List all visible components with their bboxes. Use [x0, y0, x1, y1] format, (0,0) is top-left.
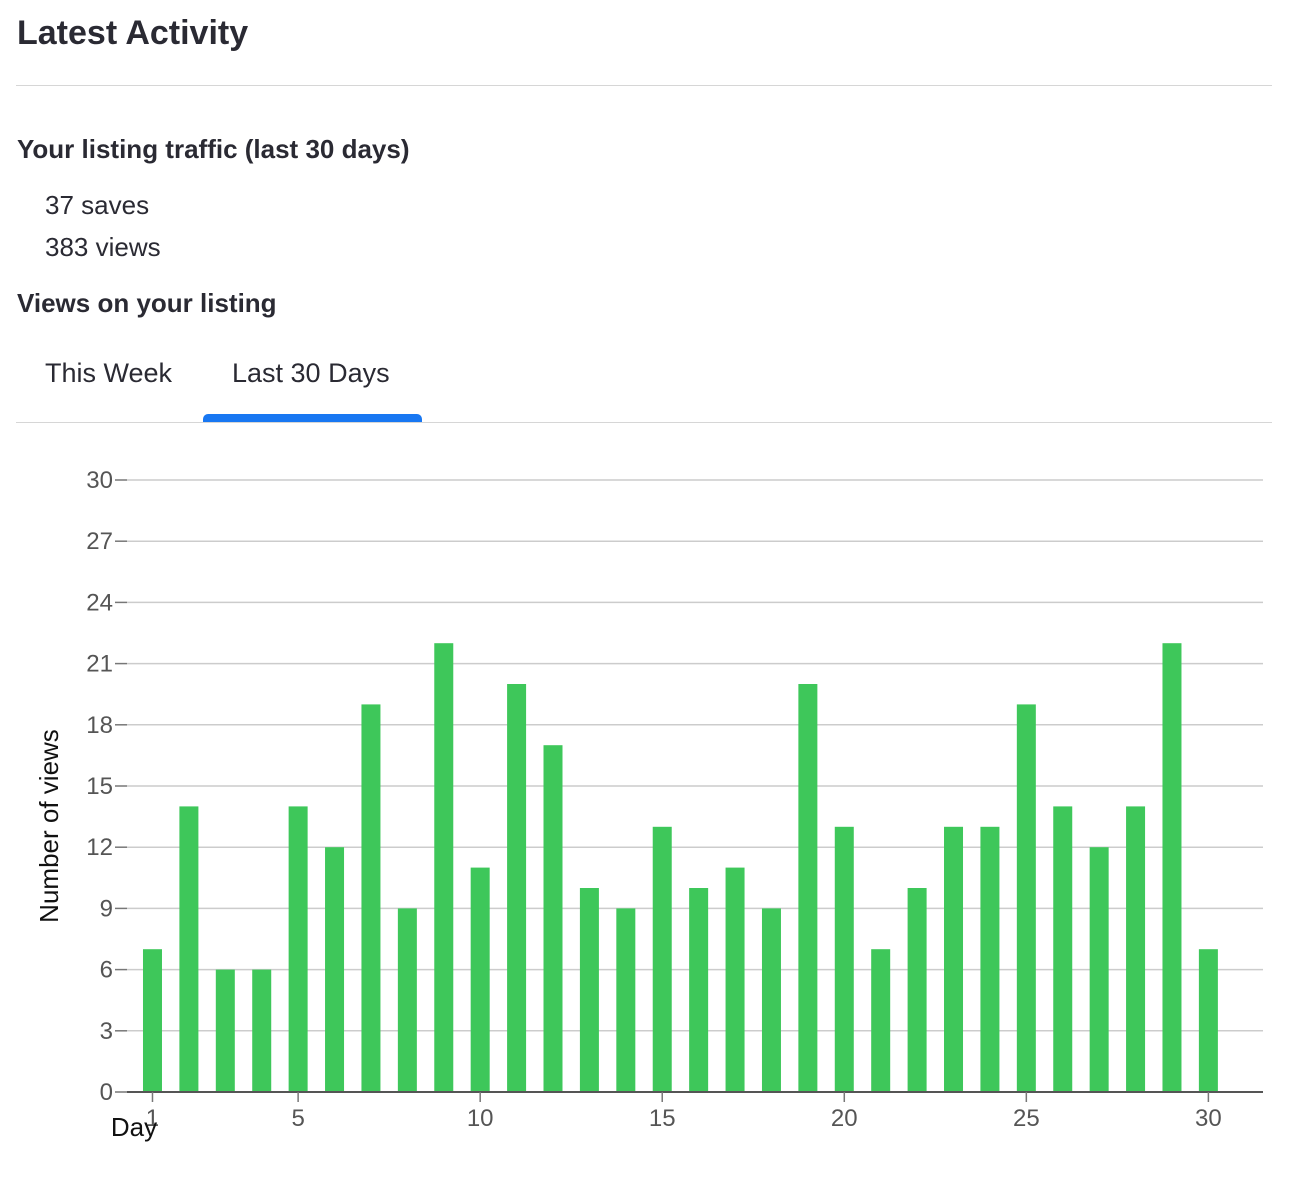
x-tick-label: 25: [1013, 1105, 1040, 1132]
bars: [142, 643, 1218, 1092]
x-axis-title: Day: [111, 1112, 157, 1142]
bar-day-4: [252, 969, 272, 1092]
y-tick-label: 15: [86, 773, 113, 800]
bar-day-3: [215, 969, 235, 1092]
y-tick-label: 6: [100, 957, 113, 984]
bar-day-17: [725, 867, 745, 1092]
y-axis-title: Number of views: [34, 729, 64, 923]
y-tick-label: 24: [86, 589, 113, 616]
bar-day-13: [579, 888, 599, 1092]
tab-last-30-days[interactable]: Last 30 Days: [232, 358, 390, 388]
views-count: 383 views: [45, 232, 161, 262]
bar-day-22: [907, 888, 927, 1092]
bar-day-20: [834, 826, 854, 1092]
bar-day-27: [1089, 847, 1109, 1092]
bar-day-6: [325, 847, 345, 1092]
x-tick-label: 15: [649, 1105, 676, 1132]
page-title: Latest Activity: [17, 14, 249, 52]
tab-this-week[interactable]: This Week: [45, 358, 173, 388]
bar-day-1: [142, 949, 162, 1092]
bar-day-29: [1162, 643, 1182, 1092]
bar-day-14: [616, 908, 636, 1092]
period-tabs: This Week Last 30 Days: [16, 340, 1272, 423]
grid-lines: [127, 479, 1263, 1032]
bar-day-30: [1198, 949, 1218, 1092]
y-tick-label: 30: [86, 467, 113, 494]
bar-day-23: [944, 826, 964, 1092]
x-tick-label: 1: [146, 1105, 159, 1132]
x-tick-label: 30: [1195, 1105, 1222, 1132]
bar-day-24: [980, 826, 1000, 1092]
x-tick-label: 10: [467, 1105, 494, 1132]
y-tick-label: 21: [86, 651, 113, 678]
bar-day-26: [1053, 806, 1073, 1092]
bar-day-11: [507, 684, 527, 1092]
y-tick-label: 18: [86, 712, 113, 739]
x-tick-label: 5: [291, 1105, 304, 1132]
bar-day-2: [179, 806, 199, 1092]
bar-day-8: [397, 908, 417, 1092]
active-tab-indicator: [203, 414, 422, 422]
bar-day-9: [434, 643, 454, 1092]
bar-day-15: [652, 826, 672, 1092]
bar-day-18: [761, 908, 781, 1092]
y-tick-label: 9: [100, 895, 113, 922]
traffic-section-title: Your listing traffic (last 30 days): [17, 134, 410, 164]
views-section-title: Views on your listing: [17, 288, 277, 318]
y-tick-label: 0: [100, 1079, 113, 1106]
y-tick-label: 27: [86, 528, 113, 555]
bar-day-21: [871, 949, 891, 1092]
y-tick-label: 3: [100, 1018, 113, 1045]
bar-day-10: [470, 867, 490, 1092]
bar-day-25: [1016, 704, 1036, 1092]
bar-day-28: [1126, 806, 1146, 1092]
x-tick-label: 20: [831, 1105, 858, 1132]
y-tick-label: 12: [86, 834, 113, 861]
bar-day-19: [798, 684, 818, 1092]
header-divider: [16, 85, 1272, 86]
bar-day-16: [689, 888, 709, 1092]
bar-day-5: [288, 806, 308, 1092]
bar-day-12: [543, 745, 563, 1092]
saves-count: 37 saves: [45, 190, 150, 220]
bar-day-7: [361, 704, 381, 1092]
